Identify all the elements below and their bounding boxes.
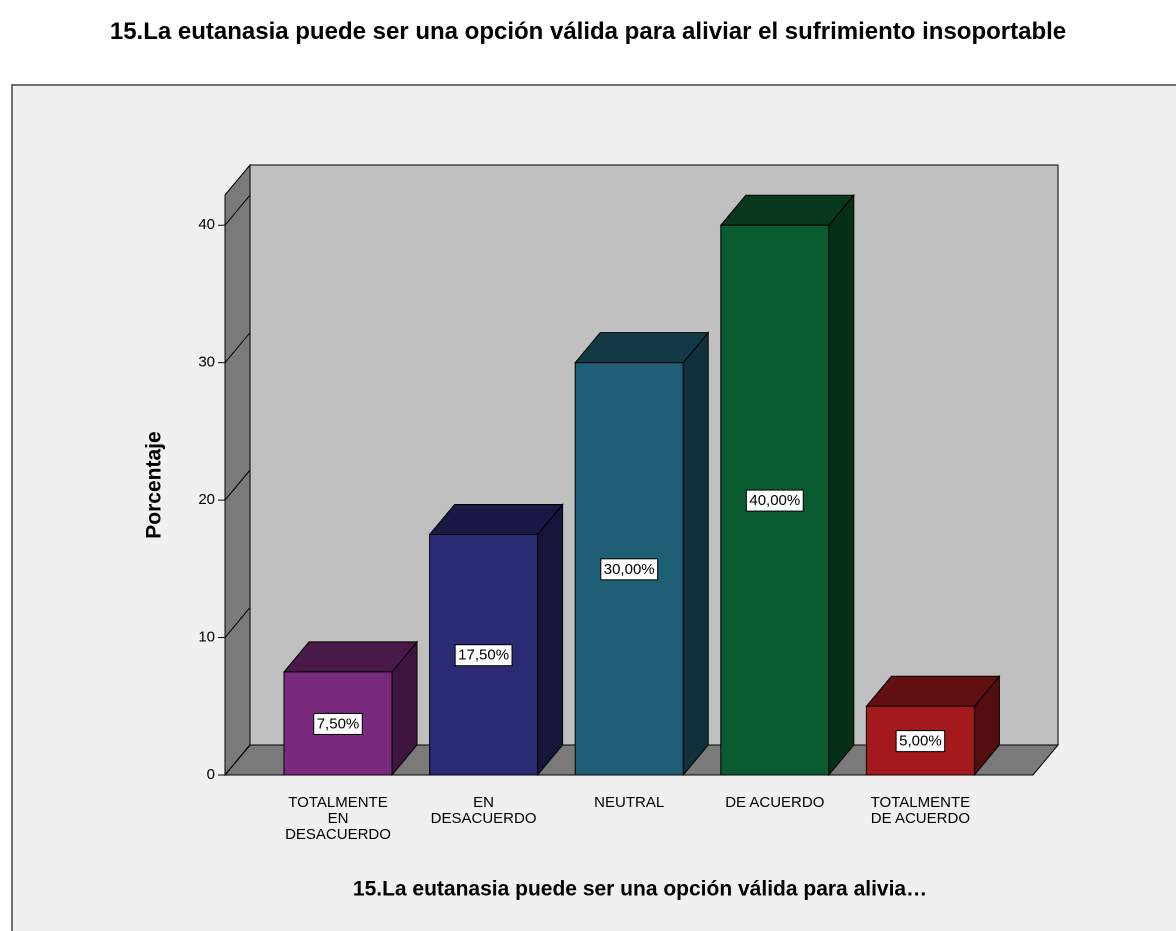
x-tick-label: EN DESACUERDO — [430, 794, 537, 827]
x-axis-title: 15.La eutanasia puede ser una opción vál… — [353, 878, 927, 901]
grid-line — [224, 607, 251, 638]
grid-line — [224, 469, 251, 501]
y-tick-label: 40 — [198, 216, 215, 233]
value-label-box — [600, 558, 659, 581]
value-label-box — [895, 730, 946, 753]
y-tick-label: 30 — [198, 354, 215, 371]
value-label-box — [454, 644, 513, 667]
y-axis-title: Porcentaje — [143, 431, 166, 538]
value-label: 40,00% — [749, 492, 800, 509]
x-tick-label: TOTALMENTE DE ACUERDO — [870, 794, 971, 827]
bar-side — [682, 331, 709, 777]
grid-line — [224, 332, 251, 363]
title-box: 15.La eutanasia puede ser una opción vál… — [0, 18, 1176, 45]
y-tick-label: 0 — [207, 766, 215, 783]
x-tick-label: NEUTRAL — [594, 794, 665, 811]
bar-side — [537, 503, 564, 777]
bar-side — [828, 193, 855, 777]
chart-title: 15.La eutanasia puede ser una opción vál… — [109, 18, 1067, 45]
value-label: 17,50% — [458, 647, 509, 664]
y-tick-label: 10 — [198, 629, 215, 646]
grid-line — [224, 194, 251, 226]
value-label-box — [745, 489, 804, 512]
grid-line — [224, 744, 251, 776]
value-label: 30,00% — [604, 561, 655, 578]
value-label-box — [313, 712, 363, 735]
side-wall — [224, 163, 251, 777]
x-tick-label: TOTALMENTE EN DESACUERDO — [285, 794, 391, 843]
y-tick-label: 20 — [198, 491, 215, 508]
x-tick-label: DE ACUERDO — [725, 794, 825, 811]
value-label: 7,50% — [317, 715, 360, 732]
value-label: 5,00% — [899, 733, 942, 750]
